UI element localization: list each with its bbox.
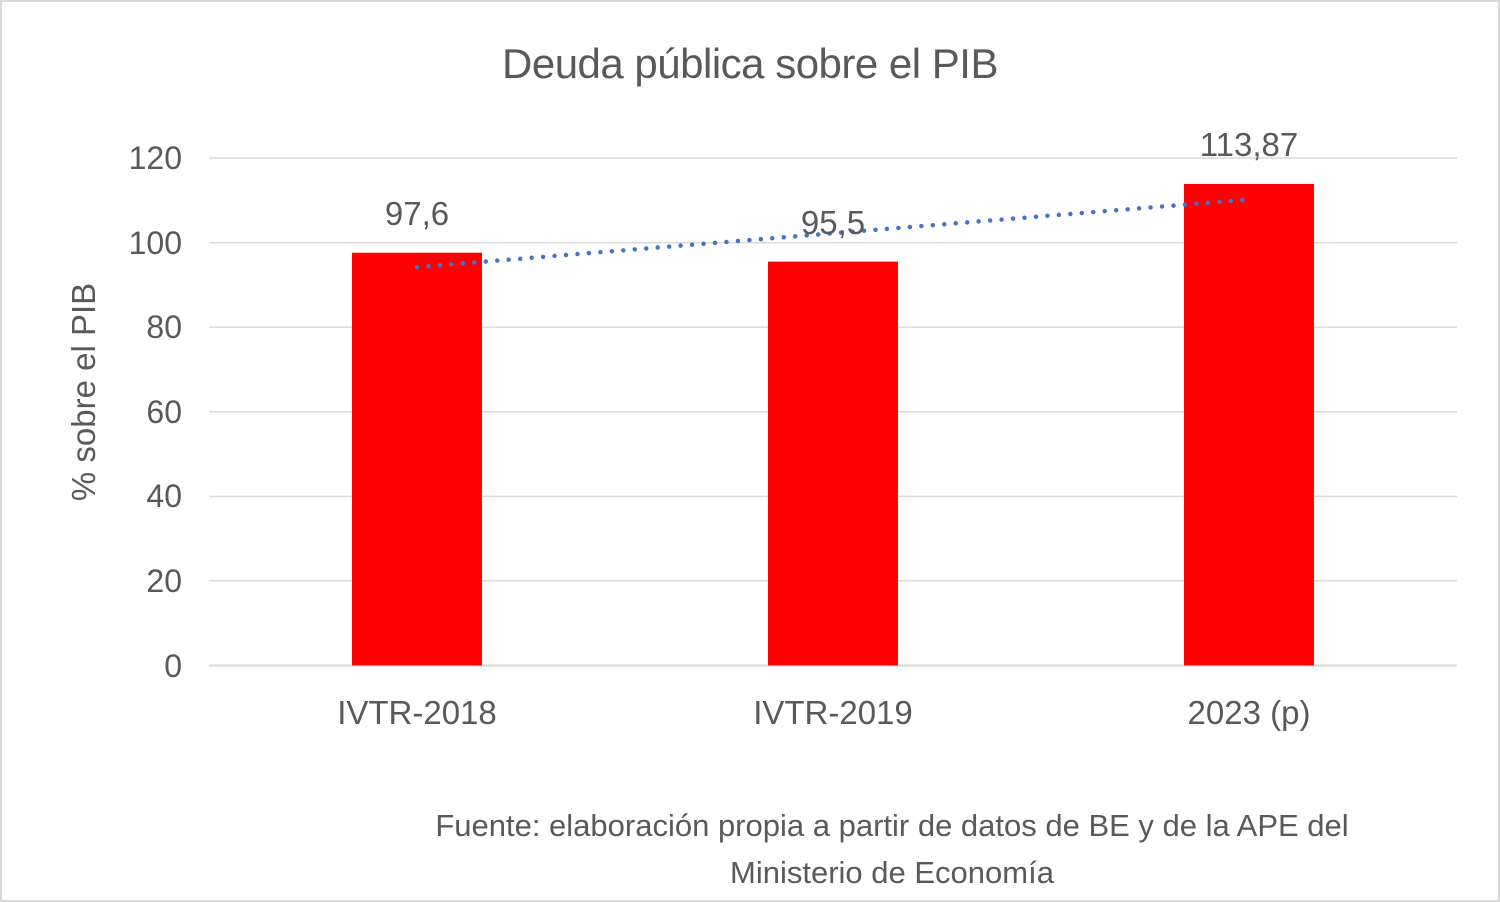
chart-title: Deuda pública sobre el PIB — [502, 40, 998, 87]
y-tick-label: 60 — [146, 393, 182, 430]
x-category-label: 2023 (p) — [1187, 694, 1311, 731]
y-tick-label: 40 — [146, 478, 182, 515]
y-tick-label: 20 — [146, 562, 182, 599]
bar-value-label: 97,6 — [384, 194, 450, 232]
bar — [768, 261, 898, 666]
bar-value-label: 95,5 — [800, 203, 866, 241]
source-note: Fuente: elaboración propia a partir de d… — [292, 802, 1492, 896]
y-tick-label: 100 — [128, 224, 182, 261]
bar-value-label: 113,87 — [1199, 125, 1299, 163]
trendline — [414, 197, 1252, 270]
y-tick-label: 0 — [164, 647, 182, 684]
y-tick-label: 80 — [146, 309, 182, 346]
y-tick-label: 120 — [128, 140, 182, 176]
bar — [1184, 183, 1314, 666]
x-category-label: IVTR-2019 — [753, 694, 913, 731]
source-note-line: Ministerio de Economía — [730, 855, 1054, 890]
bar — [352, 252, 482, 666]
x-category-label: IVTR-2018 — [337, 694, 497, 731]
source-note-line: Fuente: elaboración propia a partir de d… — [435, 808, 1349, 843]
